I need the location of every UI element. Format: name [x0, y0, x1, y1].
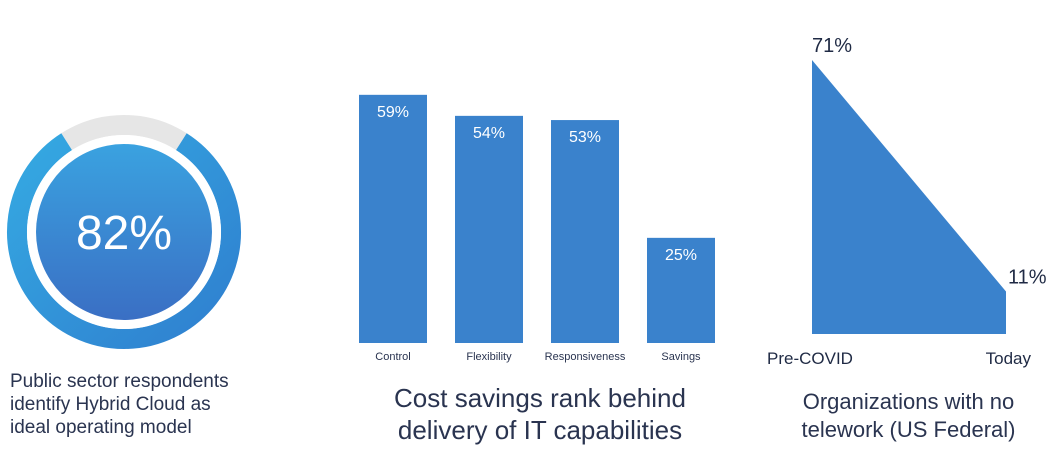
bar-tick-label: Flexibility — [466, 351, 512, 363]
bar-value-label: 53% — [569, 129, 601, 146]
donut-value-label: 82% — [76, 207, 172, 260]
bar-responsiveness — [551, 120, 619, 343]
area-caption-line-1: Organizations with no — [802, 389, 1015, 414]
donut-chart: 82% — [7, 115, 241, 349]
area-panel: 71% 11% Pre-COVID Today Organizations with … — [755, 0, 1062, 459]
bar-value-label: 25% — [665, 247, 697, 264]
donut-caption-line-1: Public sector respondents — [10, 371, 229, 392]
donut-caption-line-3: ideal operating model — [10, 417, 192, 438]
area-tick-label-today: Today — [986, 349, 1032, 368]
donut-fill — [7, 133, 241, 349]
area-value-label-today: 11% — [1008, 267, 1047, 289]
bar-chart: 59% Control 54% Flexibility 53% Responsivenes… — [359, 94, 715, 363]
area-chart: 71% 11% Pre-COVID Today — [767, 35, 1047, 368]
bar-tick-label: Control — [375, 351, 410, 363]
donut-track — [61, 115, 187, 151]
bar-tick-label: Responsiveness — [545, 351, 626, 363]
bar-panel: 59% Control 54% Flexibility 53% Responsivenes… — [340, 0, 740, 459]
area-caption: Organizations with no telework (US Feder… — [755, 388, 1062, 444]
bar-value-label: 59% — [377, 104, 409, 121]
bar-savings — [647, 237, 715, 343]
bar-caption-line-1: Cost savings rank behind — [394, 383, 686, 413]
area-tick-label-pre-covid: Pre-COVID — [767, 349, 853, 368]
area-shape — [812, 60, 1006, 334]
donut-panel: 82% Public sector respondents identify H… — [0, 0, 300, 459]
donut-caption: Public sector respondents identify Hybri… — [10, 370, 290, 439]
area-value-label-pre-covid: 71% — [812, 35, 852, 57]
donut-inner-circle — [36, 144, 212, 320]
bar-tick-label: Savings — [661, 351, 701, 363]
bar-flexibility — [455, 115, 523, 343]
area-caption-line-2: telework (US Federal) — [801, 417, 1016, 442]
bar-caption-line-2: delivery of IT capabilities — [397, 415, 683, 445]
bar-value-label: 54% — [473, 125, 505, 142]
bar-caption: Cost savings rank behind delivery of IT … — [340, 382, 740, 446]
donut-caption-line-2: identify Hybrid Cloud as — [10, 394, 211, 415]
bar-control — [359, 94, 427, 343]
